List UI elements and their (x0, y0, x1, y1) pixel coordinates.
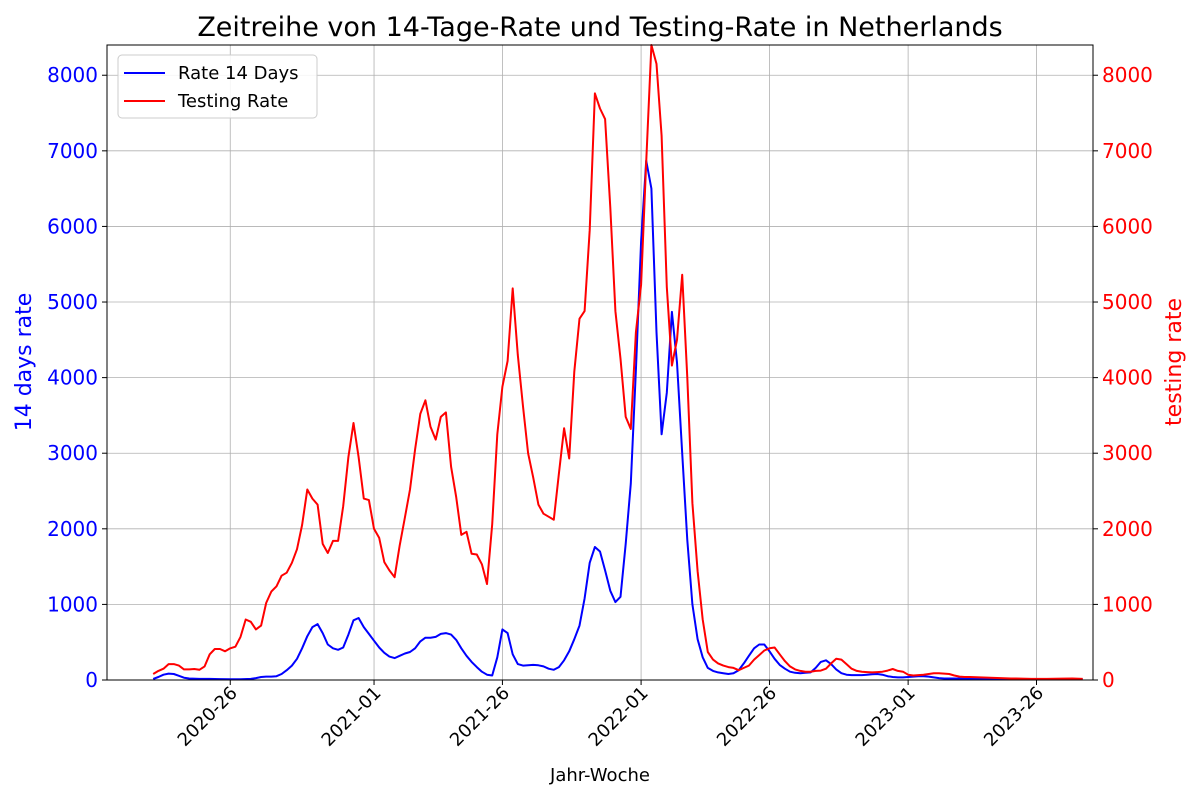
right-tick-label: 1000 (1102, 592, 1153, 616)
x-tick-label: 2022-26 (713, 683, 781, 751)
left-tick-label: 1000 (47, 592, 98, 616)
legend-box (117, 54, 318, 119)
left-tick-label: 5000 (47, 290, 98, 314)
right-tick-label: 2000 (1102, 517, 1153, 541)
right-tick-label: 8000 (1102, 63, 1153, 87)
right-y-axis: 0 1000 2000 3000 4000 5000 6000 7000 8000 (1093, 63, 1153, 692)
grid (107, 45, 1093, 681)
right-tick-label: 4000 (1102, 366, 1153, 390)
series-line-testing-rate (152, 44, 1083, 680)
left-tick-label: 2000 (47, 517, 98, 541)
right-tick-label: 0 (1102, 668, 1115, 692)
left-y-axis: 0 1000 2000 3000 4000 5000 6000 7000 8000 (47, 63, 107, 692)
x-tick-label: 2022-01 (585, 683, 653, 751)
right-tick-label: 7000 (1102, 139, 1153, 163)
right-y-axis-label: testing rate (1162, 298, 1187, 426)
x-tick-label: 2021-01 (318, 683, 386, 751)
x-tick-label: 2020-26 (174, 683, 242, 751)
chart-title: Zeitreihe von 14-Tage-Rate und Testing-R… (197, 12, 1002, 43)
legend: Rate 14 Days Testing Rate (117, 54, 318, 119)
left-tick-label: 7000 (47, 139, 98, 163)
series-lines (152, 44, 1083, 681)
left-y-axis-label: 14 days rate (12, 293, 37, 432)
left-tick-label: 6000 (47, 214, 98, 238)
x-tick-label: 2023-26 (980, 683, 1048, 751)
right-tick-label: 6000 (1102, 214, 1153, 238)
legend-label: Testing Rate (177, 91, 288, 112)
x-axis-label: Jahr-Woche (549, 765, 650, 786)
right-tick-label: 5000 (1102, 290, 1153, 314)
left-tick-label: 4000 (47, 366, 98, 390)
x-axis: 2020-26 2021-01 2021-26 2022-01 2022-26 2023-… (174, 680, 1048, 751)
series-line-rate-14-days (152, 159, 1083, 681)
right-tick-label: 3000 (1102, 441, 1153, 465)
plot-frame (106, 44, 1094, 681)
x-tick-label: 2021-26 (446, 683, 514, 751)
left-tick-label: 0 (85, 668, 98, 692)
left-tick-label: 3000 (47, 441, 98, 465)
x-tick-label: 2023-01 (852, 683, 920, 751)
left-tick-label: 8000 (47, 63, 98, 87)
legend-label: Rate 14 Days (178, 63, 299, 84)
